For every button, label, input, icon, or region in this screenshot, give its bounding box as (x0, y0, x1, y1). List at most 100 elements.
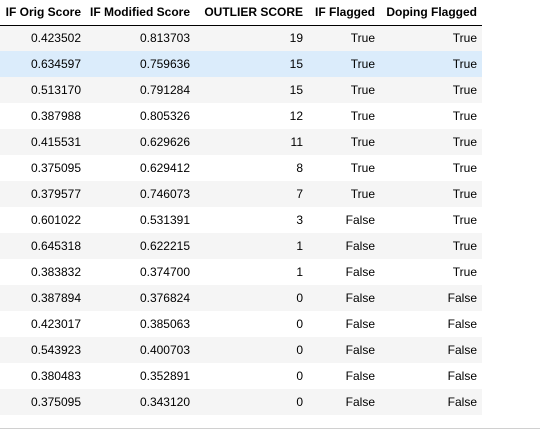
table-row: 0.387894 0.376824 0 False False (0, 285, 482, 311)
column-header-outlier-score: OUTLIER SCORE (195, 0, 308, 26)
if-flagged-cell: True (308, 155, 380, 181)
outlier-score-cell: 15 (195, 77, 308, 103)
column-header-if-orig-score: IF Orig Score (0, 0, 86, 26)
if-modified-score-cell: 0.343120 (86, 389, 195, 415)
if-modified-score-cell: 0.813703 (86, 25, 195, 51)
if-orig-score-cell: 0.423502 (0, 25, 86, 51)
column-header-doping-flagged: Doping Flagged (380, 0, 482, 26)
if-orig-score-cell: 0.375095 (0, 155, 86, 181)
doping-flagged-cell: True (380, 259, 482, 285)
header-row: IF Orig Score IF Modified Score OUTLIER … (0, 0, 482, 26)
column-header-if-modified-score: IF Modified Score (86, 0, 195, 26)
doping-flagged-cell: True (380, 155, 482, 181)
if-flagged-cell: True (308, 77, 380, 103)
if-orig-score-cell: 0.379577 (0, 181, 86, 207)
table-row: 0.387988 0.805326 12 True True (0, 103, 482, 129)
outlier-score-cell: 12 (195, 103, 308, 129)
dataframe-output: IF Orig Score IF Modified Score OUTLIER … (0, 0, 482, 415)
table-header: IF Orig Score IF Modified Score OUTLIER … (0, 0, 482, 26)
if-orig-score-cell: 0.387988 (0, 103, 86, 129)
table-row: 0.375095 0.343120 0 False False (0, 389, 482, 415)
if-flagged-cell: False (308, 311, 380, 337)
doping-flagged-cell: True (380, 25, 482, 51)
doping-flagged-cell: False (380, 363, 482, 389)
outlier-score-cell: 1 (195, 259, 308, 285)
if-modified-score-cell: 0.746073 (86, 181, 195, 207)
outlier-score-cell: 0 (195, 363, 308, 389)
doping-flagged-cell: True (380, 181, 482, 207)
table-row: 0.415531 0.629626 11 True True (0, 129, 482, 155)
if-flagged-cell: True (308, 181, 380, 207)
outlier-score-cell: 1 (195, 233, 308, 259)
if-modified-score-cell: 0.759636 (86, 51, 195, 77)
doping-flagged-cell: True (380, 233, 482, 259)
doping-flagged-cell: False (380, 389, 482, 415)
if-orig-score-cell: 0.380483 (0, 363, 86, 389)
outlier-score-table: IF Orig Score IF Modified Score OUTLIER … (0, 0, 482, 415)
outlier-score-cell: 19 (195, 25, 308, 51)
if-modified-score-cell: 0.400703 (86, 337, 195, 363)
if-flagged-cell: True (308, 103, 380, 129)
table-row: 0.423502 0.813703 19 True True (0, 25, 482, 51)
if-orig-score-cell: 0.601022 (0, 207, 86, 233)
table-row: 0.513170 0.791284 15 True True (0, 77, 482, 103)
if-orig-score-cell: 0.513170 (0, 77, 86, 103)
if-flagged-cell: False (308, 363, 380, 389)
if-modified-score-cell: 0.805326 (86, 103, 195, 129)
outlier-score-cell: 7 (195, 181, 308, 207)
table-row: 0.375095 0.629412 8 True True (0, 155, 482, 181)
outlier-score-cell: 8 (195, 155, 308, 181)
if-orig-score-cell: 0.634597 (0, 51, 86, 77)
outlier-score-cell: 0 (195, 285, 308, 311)
if-flagged-cell: False (308, 233, 380, 259)
doping-flagged-cell: True (380, 77, 482, 103)
if-modified-score-cell: 0.531391 (86, 207, 195, 233)
outlier-score-cell: 0 (195, 337, 308, 363)
outlier-score-cell: 3 (195, 207, 308, 233)
table-row: 0.379577 0.746073 7 True True (0, 181, 482, 207)
doping-flagged-cell: True (380, 51, 482, 77)
table-row: 0.634597 0.759636 15 True True (0, 51, 482, 77)
if-modified-score-cell: 0.629412 (86, 155, 195, 181)
table-row: 0.645318 0.622215 1 False True (0, 233, 482, 259)
column-header-if-flagged: IF Flagged (308, 0, 380, 26)
output-divider (0, 428, 540, 429)
table-row: 0.383832 0.374700 1 False True (0, 259, 482, 285)
if-orig-score-cell: 0.645318 (0, 233, 86, 259)
if-flagged-cell: False (308, 337, 380, 363)
outlier-score-cell: 0 (195, 389, 308, 415)
doping-flagged-cell: False (380, 285, 482, 311)
table-body: 0.423502 0.813703 19 True True 0.634597 0.7596… (0, 25, 482, 415)
if-flagged-cell: False (308, 207, 380, 233)
if-modified-score-cell: 0.376824 (86, 285, 195, 311)
doping-flagged-cell: True (380, 207, 482, 233)
outlier-score-cell: 11 (195, 129, 308, 155)
doping-flagged-cell: True (380, 103, 482, 129)
if-flagged-cell: False (308, 285, 380, 311)
if-modified-score-cell: 0.385063 (86, 311, 195, 337)
table-row: 0.543923 0.400703 0 False False (0, 337, 482, 363)
doping-flagged-cell: False (380, 311, 482, 337)
table-row: 0.423017 0.385063 0 False False (0, 311, 482, 337)
doping-flagged-cell: True (380, 129, 482, 155)
if-orig-score-cell: 0.387894 (0, 285, 86, 311)
if-modified-score-cell: 0.791284 (86, 77, 195, 103)
if-modified-score-cell: 0.352891 (86, 363, 195, 389)
doping-flagged-cell: False (380, 337, 482, 363)
if-orig-score-cell: 0.543923 (0, 337, 86, 363)
if-modified-score-cell: 0.622215 (86, 233, 195, 259)
if-orig-score-cell: 0.415531 (0, 129, 86, 155)
outlier-score-cell: 15 (195, 51, 308, 77)
outlier-score-cell: 0 (195, 311, 308, 337)
if-flagged-cell: True (308, 129, 380, 155)
if-flagged-cell: False (308, 259, 380, 285)
if-flagged-cell: True (308, 25, 380, 51)
if-modified-score-cell: 0.374700 (86, 259, 195, 285)
table-row: 0.601022 0.531391 3 False True (0, 207, 482, 233)
if-orig-score-cell: 0.423017 (0, 311, 86, 337)
if-orig-score-cell: 0.383832 (0, 259, 86, 285)
if-flagged-cell: False (308, 389, 380, 415)
if-flagged-cell: True (308, 51, 380, 77)
if-orig-score-cell: 0.375095 (0, 389, 86, 415)
table-row: 0.380483 0.352891 0 False False (0, 363, 482, 389)
